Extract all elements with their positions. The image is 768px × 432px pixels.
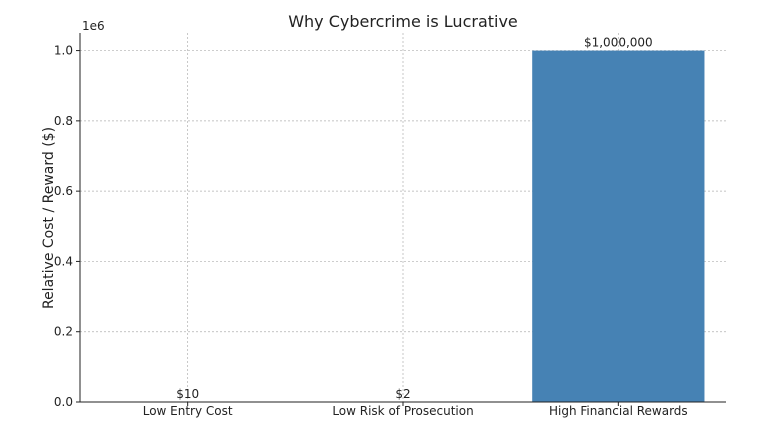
- y-tick-label: 1.0: [54, 44, 73, 58]
- y-tick-label: 0.8: [54, 114, 73, 128]
- bars: [101, 50, 705, 402]
- x-tick-label: Low Entry Cost: [143, 404, 233, 418]
- bar: [532, 50, 705, 402]
- y-axis-offset-text: 1e6: [82, 19, 105, 33]
- tick-labels: 0.0 0.2 0.4 0.6 0.8 1.0 Low Entry Cost Low Risk…: [54, 44, 688, 418]
- chart-title: Why Cybercrime is Lucrative: [288, 12, 518, 31]
- bar-value-label: $2: [395, 387, 410, 401]
- x-tick-label: Low Risk of Prosecution: [332, 404, 473, 418]
- y-axis-label: Relative Cost / Reward ($): [41, 127, 57, 309]
- x-tick-label: High Financial Rewards: [549, 404, 688, 418]
- bar-value-label: $10: [176, 387, 199, 401]
- bar-value-label: $1,000,000: [584, 36, 653, 50]
- y-tick-label: 0.0: [54, 395, 73, 409]
- y-tick-label: 0.2: [54, 325, 73, 339]
- y-tick-label: 0.6: [54, 184, 73, 198]
- y-tick-label: 0.4: [54, 254, 73, 268]
- axes: [76, 33, 726, 406]
- bar-value-labels: $10 $2 $1,000,000: [176, 36, 652, 401]
